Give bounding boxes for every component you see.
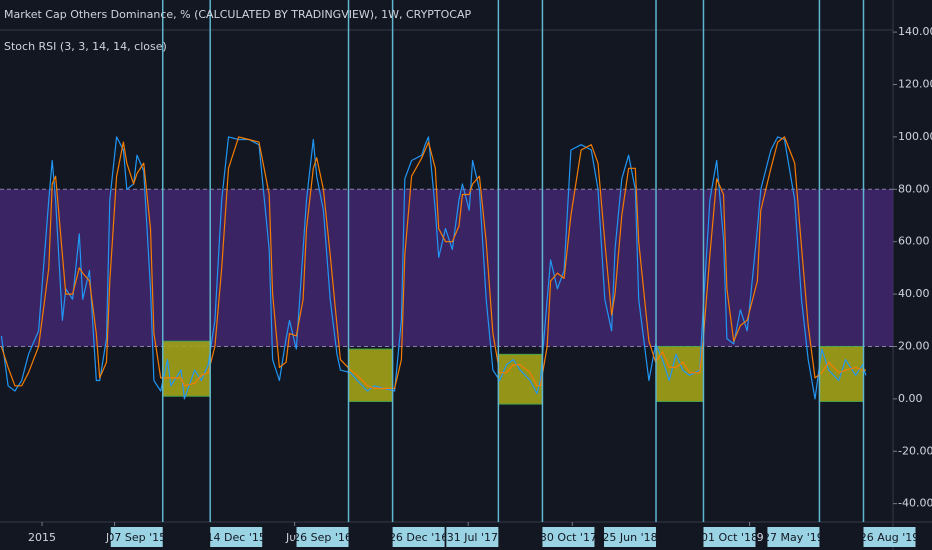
marker-label-bg (110, 527, 163, 547)
marker-label-bg (863, 527, 916, 547)
marker-label-bg (446, 527, 499, 547)
marker-label-bg (210, 527, 263, 547)
highlight-box (162, 340, 211, 397)
series-line (0, 136, 866, 389)
chart-subtitle: Stoch RSI (3, 3, 14, 14, close) (4, 40, 167, 53)
y-tick-label: -20.00 (898, 444, 932, 457)
marker-label-bg (604, 527, 657, 547)
marker-label: 25 Jun '18 (602, 531, 657, 544)
y-tick-label: 60.00 (898, 235, 930, 248)
y-tick-label: 120.00 (898, 77, 932, 90)
marker-label: 26 Dec '16 (389, 531, 448, 544)
x-tick-label: 2015 (28, 531, 56, 544)
marker-label: 14 Dec '15 (207, 531, 266, 544)
y-tick-label: 0.00 (898, 392, 923, 405)
marker-label: 26 Sep '16 (293, 531, 352, 544)
marker-label: 31 Jul '17 (447, 531, 498, 544)
marker-label-bg (296, 527, 349, 547)
chart-title: Market Cap Others Dominance, % (CALCULAT… (4, 8, 472, 21)
marker-label-bg (542, 527, 595, 547)
marker-label: 26 Aug '19 (860, 531, 920, 544)
y-tick-label: 100.00 (898, 130, 932, 143)
y-tick-label: 140.00 (898, 25, 932, 38)
y-tick-label: 20.00 (898, 339, 930, 352)
y-tick-label: 80.00 (898, 182, 930, 195)
marker-label: 27 May '19 (763, 531, 824, 544)
marker-label-bg (392, 527, 445, 547)
marker-label: 01 Oct '18 (701, 531, 758, 544)
marker-label: 07 Sep '15 (107, 531, 166, 544)
highlight-box (348, 348, 394, 402)
y-tick-label: 40.00 (898, 287, 930, 300)
highlight-box (497, 353, 543, 405)
marker-label-bg (703, 527, 756, 547)
marker-label-bg (767, 527, 820, 547)
series-line (0, 136, 867, 400)
marker-label: 30 Oct '17 (540, 531, 597, 544)
y-tick-label: -40.00 (898, 497, 932, 510)
